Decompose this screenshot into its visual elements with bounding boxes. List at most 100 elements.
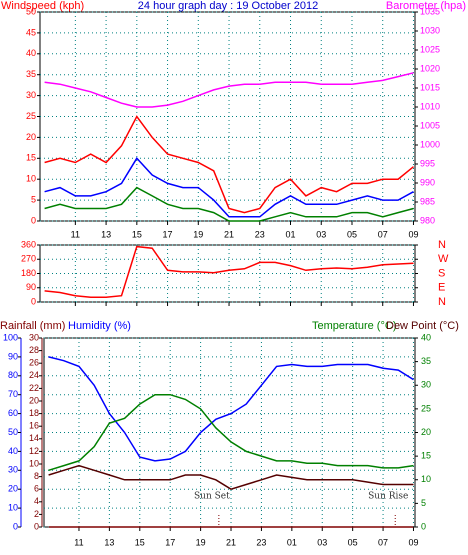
x-tick-label: 23 [256, 537, 266, 547]
y-tick-label: 20 [26, 132, 36, 142]
x-tick-label: 05 [348, 537, 358, 547]
y-tick-label: 70 [8, 389, 18, 399]
x-tick-label: 07 [378, 537, 388, 547]
x-tick-label: 05 [347, 229, 357, 239]
y3-tick-label: 2 [34, 509, 39, 519]
x-tick-label: 15 [132, 229, 142, 239]
y2-tick-label: 980 [420, 215, 435, 225]
y2-tick-label: 990 [420, 177, 435, 187]
y-tick-label: 45 [26, 27, 36, 37]
x-tick-label: 01 [287, 537, 297, 547]
y2-tick-label: 1005 [420, 120, 440, 130]
y-tick-label: 0 [13, 521, 18, 531]
y2-tick-label: 15 [421, 451, 431, 461]
y-tick-label: 50 [8, 427, 18, 437]
x-tick-label: 07 [378, 229, 388, 239]
y-tick-label: 180 [21, 268, 36, 278]
y-axis-title: Windspeed (kph) [1, 0, 84, 12]
x-tick-label: 13 [104, 537, 114, 547]
x-tick-label: 17 [165, 537, 175, 547]
chart-title: 24 hour graph day : 19 October 2012 [138, 0, 318, 12]
series-line [48, 393, 414, 472]
y2-tick-label: S [438, 267, 445, 279]
y-tick-label: 10 [26, 174, 36, 184]
y2-tick-label: 995 [420, 158, 435, 168]
y2-tick-label: E [438, 282, 445, 294]
y3-tick-label: 16 [29, 421, 39, 431]
x-tick-label: 21 [226, 537, 236, 547]
y2-tick-label: 1010 [420, 101, 440, 111]
annotation: Sun Set [194, 492, 230, 502]
y-tick-label: 40 [8, 446, 18, 456]
y-tick-label: 60 [8, 408, 18, 418]
y2-tick-label: 1030 [420, 25, 440, 35]
y2-tick-label: 985 [420, 196, 435, 206]
x-tick-label: 15 [135, 537, 145, 547]
series-line [44, 115, 414, 214]
y2-tick-label: 5 [421, 498, 426, 508]
y-tick-label: 30 [26, 90, 36, 100]
y2-tick-label: 1000 [420, 139, 440, 149]
series-line [44, 72, 414, 108]
x-tick-label: 17 [163, 229, 173, 239]
y3-tick-label: 20 [29, 395, 39, 405]
y2-tick-label: W [438, 253, 449, 265]
x-tick-label: 03 [317, 537, 327, 547]
x-tick-label: 09 [408, 229, 418, 239]
y-tick-label: 40 [26, 48, 36, 58]
y-tick-label: 5 [31, 194, 36, 204]
y-tick-label: 10 [8, 502, 18, 512]
y3-tick-label: 8 [34, 471, 39, 481]
legend-label: Temperature (°C) [312, 320, 396, 332]
x-tick-label: 19 [196, 537, 206, 547]
y-tick-label: 35 [26, 69, 36, 79]
y2-tick-label: 35 [421, 356, 431, 366]
x-tick-label: 23 [255, 229, 265, 239]
y3-tick-label: 22 [29, 383, 39, 393]
y3-tick-label: 0 [34, 521, 39, 531]
y3-tick-label: 18 [29, 408, 39, 418]
legend-label: Rainfall (mm) [0, 320, 65, 332]
y-tick-label: 25 [26, 111, 36, 121]
y2-tick-label: 1035 [420, 6, 440, 16]
y-tick-label: 0 [31, 215, 36, 225]
y-tick-label: 20 [8, 484, 18, 494]
y-tick-label: 50 [26, 6, 36, 16]
y3-tick-label: 26 [29, 358, 39, 368]
y3-tick-label: 12 [29, 446, 39, 456]
y3-tick-label: 10 [29, 458, 39, 468]
y2-tick-label: 0 [421, 521, 426, 531]
x-tick-label: 01 [286, 229, 296, 239]
y2-tick-label: 1025 [420, 44, 440, 54]
series-line [48, 356, 414, 462]
plot-area [43, 337, 416, 528]
y-tick-label: 0 [31, 296, 36, 306]
x-tick-label: 09 [408, 537, 418, 547]
legend-label: Humidity (%) [68, 320, 131, 332]
y-tick-label: 90 [8, 351, 18, 361]
y-tick-label: 100 [3, 332, 18, 342]
x-tick-label: 13 [101, 229, 111, 239]
series-line [44, 245, 414, 299]
series-line [44, 157, 414, 218]
y3-tick-label: 6 [34, 484, 39, 494]
y-tick-label: 80 [8, 370, 18, 380]
series-line [44, 186, 414, 222]
y-tick-label: 90 [26, 282, 36, 292]
y3-tick-label: 24 [29, 370, 39, 380]
y2-tick-label: 30 [421, 380, 431, 390]
y3-tick-label: 4 [34, 496, 39, 506]
legend-label: Dew Point (°C) [386, 320, 459, 332]
y3-tick-label: 14 [29, 433, 39, 443]
y2-tick-label: 1020 [420, 63, 440, 73]
y2-tick-label: N [438, 239, 446, 251]
x-tick-label: 03 [316, 229, 326, 239]
y-tick-label: 30 [8, 465, 18, 475]
y2-tick-label: 20 [421, 427, 431, 437]
y-tick-label: 360 [21, 239, 36, 249]
annotation: Sun Rise [368, 492, 408, 502]
x-tick-label: 11 [74, 537, 83, 547]
x-tick-label: 19 [193, 229, 203, 239]
x-tick-label: 21 [224, 229, 234, 239]
